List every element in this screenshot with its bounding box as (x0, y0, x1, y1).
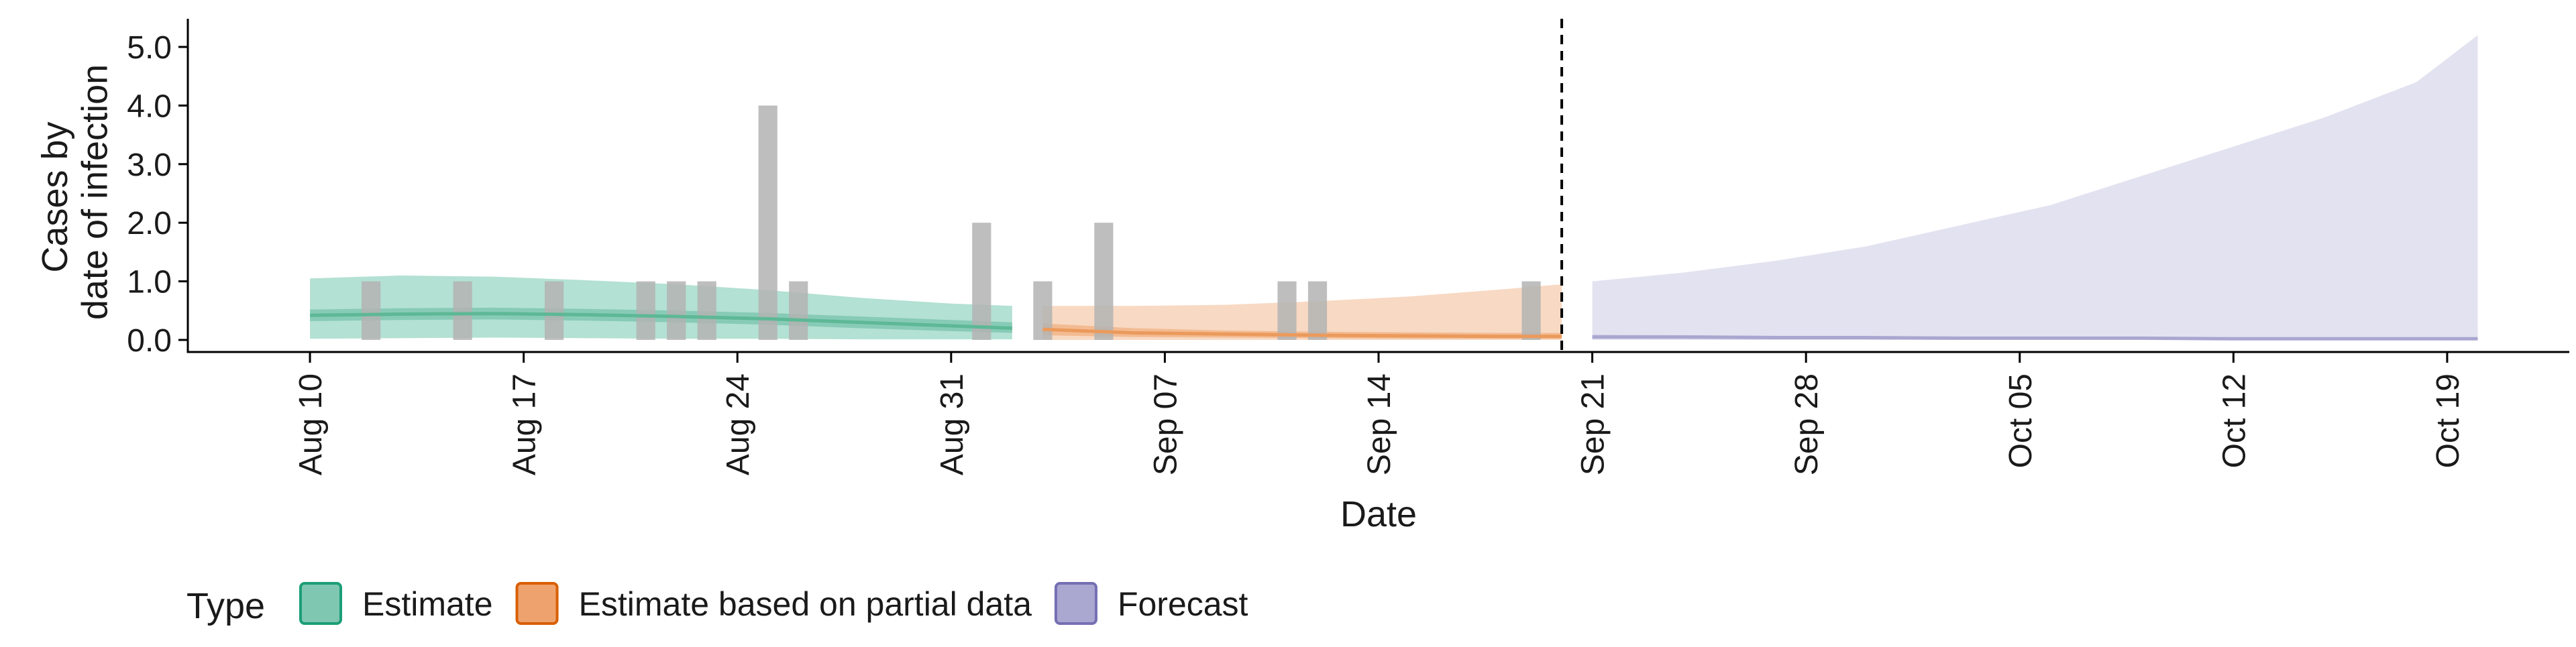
y-tick-label: 0.0 (127, 323, 172, 359)
y-tick-label: 2.0 (127, 206, 172, 241)
x-tick-label: Aug 10 (293, 373, 329, 475)
case-bar (758, 105, 777, 340)
y-axis-label: Cases by date of infection (35, 64, 115, 320)
case-bar (972, 223, 991, 340)
legend: Type Estimate Estimate based on partial d… (186, 582, 1248, 626)
x-axis-label: Date (1340, 494, 1417, 534)
x-ticks: Aug 10 Aug 17 Aug 24 Aug 31 Sep 07 Sep 14 Sep … (293, 352, 2466, 475)
legend-title: Type (186, 586, 265, 626)
y-tick-label: 5.0 (127, 30, 172, 66)
case-bar (667, 281, 686, 340)
median-line-layer (310, 312, 2478, 341)
estimate-median-line (310, 312, 1012, 330)
case-bar (789, 281, 808, 340)
case-bar (697, 281, 716, 340)
legend-swatch (1054, 582, 1097, 625)
x-tick-label: Sep 14 (1362, 373, 1397, 475)
x-tick-label: Aug 24 (720, 373, 756, 475)
x-tick-label: Sep 21 (1576, 373, 1611, 475)
bar-layer (362, 105, 1541, 340)
legend-item-forecast: Forecast (1054, 582, 1248, 625)
estimate-based-on-partial-data-outer-band (1042, 284, 1562, 340)
legend-label: Forecast (1118, 585, 1248, 623)
case-bar (1307, 281, 1328, 340)
x-tick-label: Oct 19 (2430, 373, 2466, 468)
legend-label: Estimate (362, 585, 493, 623)
ribbon-layer (310, 35, 2478, 340)
case-bar (1521, 281, 1541, 340)
legend-swatch (515, 582, 559, 625)
y-tick-label: 3.0 (127, 148, 172, 183)
legend-label: Estimate based on partial data (579, 585, 1032, 623)
x-tick-label: Sep 28 (1789, 373, 1825, 475)
case-bar (1094, 223, 1114, 340)
x-tick-label: Oct 12 (2216, 373, 2252, 468)
forecast-median-line (1592, 335, 2478, 341)
case-bar (453, 281, 472, 340)
y-axis-label-line-2: date of infection (74, 64, 115, 320)
case-bar (545, 281, 564, 340)
y-ticks: 0.0 1.0 2.0 3.0 4.0 5.0 (127, 30, 188, 359)
legend-swatch (299, 582, 342, 625)
x-tick-label: Sep 07 (1148, 373, 1183, 475)
y-tick-label: 1.0 (127, 265, 172, 300)
legend-item-estimate-based-on-partial-data: Estimate based on partial data (515, 582, 1032, 625)
legend-items: Estimate Estimate based on partial data Fo… (299, 582, 1248, 625)
case-bar (636, 281, 655, 340)
y-tick-label: 4.0 (127, 89, 172, 124)
legend-item-estimate: Estimate (299, 582, 493, 625)
case-bar (362, 281, 381, 340)
forecast-outer-band (1592, 35, 2478, 340)
x-tick-label: Aug 17 (507, 373, 543, 475)
estimate-based-on-partial-data-median-line (1042, 327, 1562, 339)
x-tick-label: Aug 31 (934, 373, 970, 475)
y-axis-label-line-1: Cases by (35, 121, 75, 272)
x-tick-label: Oct 05 (2003, 373, 2039, 468)
estimate-outer-band (310, 275, 1012, 340)
case-bar (1277, 281, 1297, 340)
